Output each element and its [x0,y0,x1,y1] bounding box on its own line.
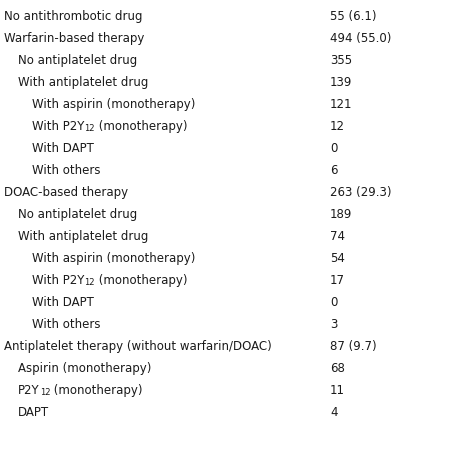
Text: (monotherapy): (monotherapy) [95,120,187,133]
Text: No antiplatelet drug: No antiplatelet drug [18,54,137,67]
Text: 121: 121 [330,98,353,111]
Text: With antiplatelet drug: With antiplatelet drug [18,76,148,89]
Text: 12: 12 [40,388,50,397]
Text: 263 (29.3): 263 (29.3) [330,186,392,199]
Text: With aspirin (monotherapy): With aspirin (monotherapy) [32,252,195,265]
Text: 74: 74 [330,230,345,243]
Text: 189: 189 [330,208,352,221]
Text: DOAC-based therapy: DOAC-based therapy [4,186,128,199]
Text: With P2Y: With P2Y [32,120,84,133]
Text: 87 (9.7): 87 (9.7) [330,340,377,353]
Text: Aspirin (monotherapy): Aspirin (monotherapy) [18,362,151,375]
Text: 55 (6.1): 55 (6.1) [330,10,376,23]
Text: 4: 4 [330,406,337,419]
Text: 12: 12 [84,124,95,133]
Text: Antiplatelet therapy (without warfarin/DOAC): Antiplatelet therapy (without warfarin/D… [4,340,272,353]
Text: No antiplatelet drug: No antiplatelet drug [18,208,137,221]
Text: 12: 12 [330,120,345,133]
Text: 0: 0 [330,142,337,155]
Text: 355: 355 [330,54,352,67]
Text: With antiplatelet drug: With antiplatelet drug [18,230,148,243]
Text: No antithrombotic drug: No antithrombotic drug [4,10,143,23]
Text: With DAPT: With DAPT [32,296,94,309]
Text: With P2Y: With P2Y [32,274,84,287]
Text: With aspirin (monotherapy): With aspirin (monotherapy) [32,98,195,111]
Text: 17: 17 [330,274,345,287]
Text: (monotherapy): (monotherapy) [95,274,187,287]
Text: 68: 68 [330,362,345,375]
Text: With others: With others [32,318,100,331]
Text: Warfarin-based therapy: Warfarin-based therapy [4,32,145,45]
Text: 0: 0 [330,296,337,309]
Text: 3: 3 [330,318,337,331]
Text: 12: 12 [84,278,95,287]
Text: 54: 54 [330,252,345,265]
Text: With others: With others [32,164,100,177]
Text: 6: 6 [330,164,337,177]
Text: DAPT: DAPT [18,406,49,419]
Text: With DAPT: With DAPT [32,142,94,155]
Text: 494 (55.0): 494 (55.0) [330,32,392,45]
Text: 139: 139 [330,76,352,89]
Text: (monotherapy): (monotherapy) [50,384,143,397]
Text: P2Y: P2Y [18,384,40,397]
Text: 11: 11 [330,384,345,397]
